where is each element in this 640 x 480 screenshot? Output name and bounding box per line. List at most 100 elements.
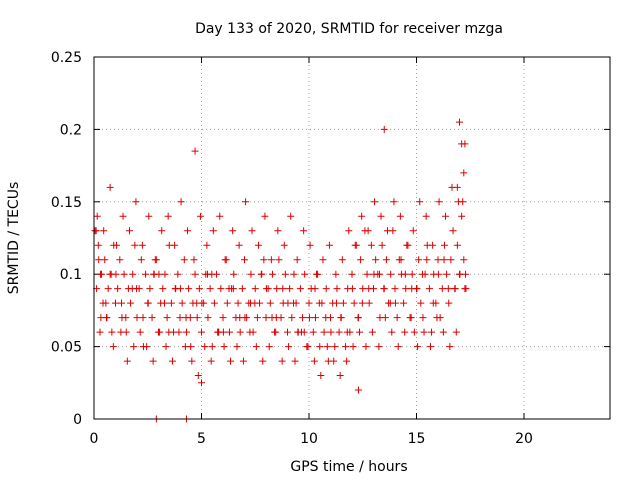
- data-point: [239, 357, 247, 365]
- data-point: [227, 357, 235, 365]
- data-point: [311, 285, 319, 293]
- data-point: [207, 357, 215, 365]
- data-point: [365, 299, 373, 307]
- data-point: [133, 314, 141, 322]
- data-point: [460, 169, 468, 177]
- data-point: [137, 256, 145, 264]
- data-point: [261, 212, 269, 220]
- data-point: [393, 314, 401, 322]
- data-point: [429, 241, 437, 249]
- data-point: [257, 270, 265, 278]
- plot-frame: [93, 56, 611, 420]
- data-point: [108, 328, 116, 336]
- x-tick-label: 5: [197, 431, 206, 447]
- data-point: [203, 241, 211, 249]
- data-point: [325, 241, 333, 249]
- data-point: [161, 299, 169, 307]
- data-point: [401, 270, 409, 278]
- data-point: [234, 299, 242, 307]
- data-point: [293, 256, 301, 264]
- data-point: [305, 314, 313, 322]
- data-point: [161, 270, 169, 278]
- data-point: [96, 270, 104, 278]
- data-point: [194, 372, 202, 380]
- axis-layer: 0 5 10 15 20 0 0.05 0.1 0.15 0.2 0.25: [51, 50, 610, 447]
- data-point: [378, 241, 386, 249]
- data-point: [102, 299, 110, 307]
- data-point: [423, 256, 431, 264]
- data-point: [419, 270, 427, 278]
- data-point: [150, 270, 158, 278]
- data-point: [217, 285, 225, 293]
- data-point: [313, 270, 321, 278]
- data-point: [409, 227, 417, 235]
- data-point: [236, 328, 244, 336]
- data-point: [208, 343, 216, 351]
- data-point: [210, 299, 218, 307]
- data-point: [144, 299, 152, 307]
- data-point: [425, 285, 433, 293]
- data-point: [191, 270, 199, 278]
- data-point: [93, 212, 101, 220]
- data-point: [422, 212, 430, 220]
- data-point: [367, 241, 375, 249]
- data-point: [164, 212, 172, 220]
- data-point: [400, 299, 408, 307]
- data-point: [146, 285, 154, 293]
- data-point: [177, 198, 185, 206]
- data-point: [394, 343, 402, 351]
- data-point: [106, 183, 114, 191]
- data-point: [449, 227, 457, 235]
- data-point: [388, 328, 396, 336]
- data-point: [122, 314, 130, 322]
- data-point: [268, 314, 276, 322]
- data-point: [442, 212, 450, 220]
- data-point: [453, 183, 461, 191]
- data-point: [167, 299, 175, 307]
- data-point: [97, 314, 105, 322]
- data-point: [359, 285, 367, 293]
- data-point: [287, 212, 295, 220]
- data-point: [380, 285, 388, 293]
- data-point: [136, 328, 144, 336]
- data-point: [290, 299, 298, 307]
- data-point: [100, 227, 108, 235]
- data-point: [265, 343, 273, 351]
- data-point: [158, 227, 166, 235]
- data-point: [461, 285, 469, 293]
- data-point: [460, 256, 468, 264]
- data-point: [438, 285, 446, 293]
- data-point: [285, 343, 293, 351]
- grid-layer: [94, 57, 610, 419]
- data-point: [247, 299, 255, 307]
- data-point: [301, 270, 309, 278]
- data-point: [238, 285, 246, 293]
- data-point: [225, 285, 233, 293]
- data-point: [182, 314, 190, 322]
- data-point: [247, 270, 255, 278]
- data-point: [275, 256, 283, 264]
- data-point: [195, 285, 203, 293]
- data-point: [343, 357, 351, 365]
- data-point: [315, 299, 323, 307]
- data-point: [288, 314, 296, 322]
- data-point: [322, 314, 330, 322]
- data-point: [310, 357, 318, 365]
- data-point: [125, 227, 133, 235]
- data-point: [349, 343, 357, 351]
- data-point: [336, 372, 344, 380]
- data-point: [391, 285, 399, 293]
- data-point: [209, 227, 217, 235]
- data-point: [229, 227, 237, 235]
- data-point: [114, 285, 122, 293]
- data-point: [116, 256, 124, 264]
- data-point: [274, 227, 282, 235]
- data-point: [402, 285, 410, 293]
- data-point: [407, 314, 415, 322]
- y-tick-label: 0.1: [60, 267, 82, 283]
- chart-title: Day 133 of 2020, SRMTID for receiver mzg…: [195, 21, 503, 37]
- data-point: [151, 256, 159, 264]
- data-point: [350, 299, 358, 307]
- data-point: [181, 343, 189, 351]
- data-point: [171, 241, 179, 249]
